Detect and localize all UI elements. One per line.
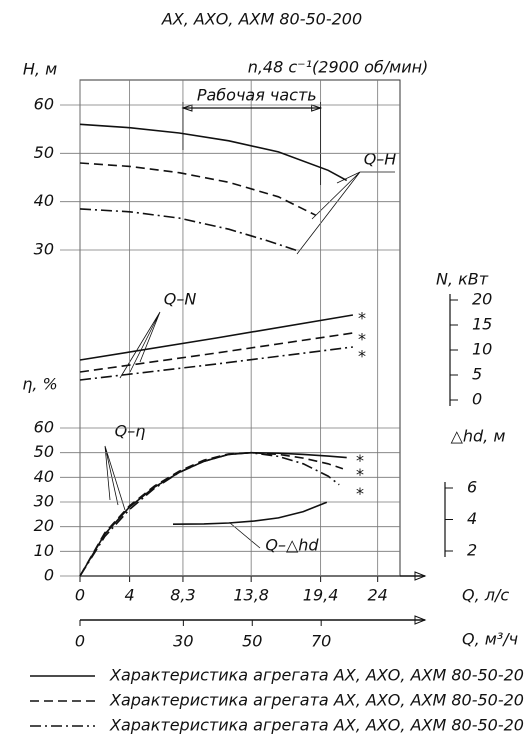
legend-label: Характеристика агрегата АХ, АХО, АХМ 80-… [109,666,524,685]
curve-label: Q–η [115,422,146,441]
curve-label: Q–N [164,290,197,309]
curve [79,451,340,577]
note-mark: * [356,484,364,503]
y-tick-label: 0 [472,390,482,409]
y-tick-label: 50 [34,143,54,162]
curve [79,162,317,216]
y-tick-label: 15 [472,315,492,334]
x-axis-arrow [414,571,427,581]
x2-axis-arrow [414,615,427,625]
y-tick-label: 30 [34,492,54,511]
x-tick-label: 0 [75,586,85,605]
chart-title: АХ, АХО, АХМ 80-50-200 [161,10,362,29]
y-axis-label: N, кВт [436,270,489,289]
curve-label: Q–△hd [265,536,319,555]
y-tick-label: 40 [34,191,54,210]
y-tick-label: 10 [472,340,492,359]
curve-label: Q–H [364,150,397,169]
x-tick-label: 4 [125,586,135,605]
y-tick-label: 60 [34,418,54,437]
legend-label: Характеристика агрегата АХ, АХО, АХМ 80-… [109,716,524,735]
curve [172,501,328,525]
working-range-arrow [181,104,323,112]
y-tick-label: 0 [44,566,54,585]
y-tick-label: 20 [34,516,54,535]
curve [79,314,354,361]
note-mark: * [356,451,364,470]
y-tick-label: 40 [34,467,54,486]
curve [79,332,354,373]
curve [79,123,348,182]
y-axis-label: H, м [23,60,57,79]
x2-tick-label: 70 [311,632,331,651]
curve [79,451,344,577]
curve [79,451,347,577]
y-tick-label: 20 [472,290,492,309]
leader-qhd [229,522,261,549]
working-range-label: Рабочая часть [197,86,317,105]
legend-label: Характеристика агрегата АХ, АХО, АХМ 80-… [109,691,524,710]
y-tick-label: 30 [34,240,54,259]
x-axis-label: Q, л/с [462,586,509,605]
x-tick-label: 19,4 [303,586,339,605]
leader-qn [119,311,161,379]
y-tick-label: 50 [34,442,54,461]
y-axis-label: η, % [22,375,58,394]
x2-tick-label: 50 [242,632,262,651]
x-tick-label: 13,8 [233,586,269,605]
y-tick-label: 6 [467,478,477,497]
x2-tick-label: 0 [75,632,85,651]
curve [79,208,299,252]
curve [79,346,353,381]
note-mark: * [358,330,366,349]
x-tick-label: 8,3 [170,586,195,605]
y-tick-label: 5 [472,365,482,384]
note-mark: * [356,465,364,484]
y-axis-label: △hd, м [451,427,506,446]
y-tick-label: 60 [34,95,54,114]
leader-qeta [104,445,126,511]
note-mark: * [358,347,366,366]
x2-axis-label: Q, м³/ч [462,630,518,649]
y-tick-label: 10 [34,541,54,560]
note-mark: * [358,309,366,328]
y-tick-label: 2 [467,541,477,560]
x2-tick-label: 30 [173,632,193,651]
chart-subtitle: n,48 с⁻¹(2900 об/мин) [248,58,429,77]
y-tick-label: 4 [467,509,477,528]
x-tick-label: 24 [367,586,387,605]
